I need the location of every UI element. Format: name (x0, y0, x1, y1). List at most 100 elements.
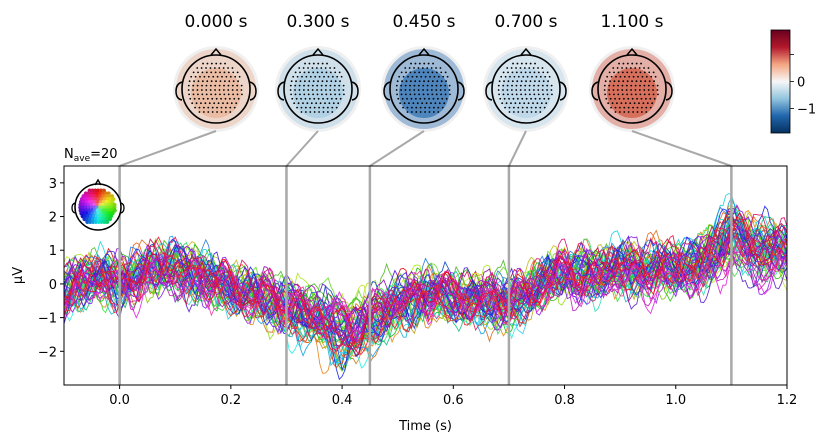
electrode-dot (413, 84, 416, 87)
electrode-dot (424, 75, 427, 78)
electrode-dot (415, 111, 418, 113)
electrode-dot (233, 97, 236, 100)
electrode-dot (648, 80, 651, 83)
electrode-dot (653, 97, 656, 100)
electrode-dot (206, 62, 209, 65)
electrode-dot (335, 97, 338, 100)
electrode-dot (613, 93, 615, 96)
electrode-dot (187, 84, 190, 87)
electrode-dot (188, 93, 191, 96)
electrode-dot (227, 67, 229, 69)
electrode-dot (648, 71, 651, 74)
electrode-dot (223, 84, 225, 87)
y-tick-label: −1 (38, 312, 57, 327)
electrode-dot (211, 111, 214, 113)
electrode-dot (209, 67, 212, 69)
electrode-dot (412, 102, 415, 105)
electrode-dot (520, 93, 523, 96)
electrode-dot (327, 75, 330, 78)
electrode-dot (501, 102, 504, 105)
electrode-dot (518, 102, 521, 105)
electrode-dot (618, 62, 620, 65)
electrode-dot (426, 67, 429, 69)
right-ear (665, 81, 673, 101)
electrode-dot (620, 102, 623, 105)
electrode-dot (396, 80, 399, 83)
electrode-dot (503, 80, 505, 83)
electrode-dot (413, 89, 416, 91)
electrode-dot (308, 80, 311, 83)
electrode-dot (222, 89, 225, 91)
electrode-dot (641, 75, 644, 78)
electrode-dot (320, 84, 323, 87)
electrode-dot (508, 97, 510, 100)
electrode-dot (646, 102, 649, 105)
electrode-dot (322, 106, 325, 109)
electrode-dot (401, 80, 403, 83)
electrode-dot (209, 89, 212, 91)
electrode-dot (524, 84, 527, 87)
electrode-dot (210, 93, 213, 96)
electrode-dot (543, 97, 546, 100)
electrode-dot (517, 111, 520, 113)
electrode-dot (401, 97, 404, 100)
electrode-dot (547, 97, 550, 100)
left-ear (383, 81, 391, 101)
electrode-dot (218, 67, 221, 69)
electrode-dot (314, 75, 317, 78)
electrode-dot (635, 62, 638, 65)
electrode-dot (400, 93, 403, 96)
electrode-dot (539, 106, 542, 109)
electrode-dot (300, 106, 303, 109)
electrode-dot (192, 89, 194, 91)
electrode-dot (199, 75, 201, 78)
electrode-dot (419, 97, 422, 100)
head-outline (597, 54, 667, 124)
electrode-dot (304, 97, 307, 100)
electrode-dot (430, 67, 433, 69)
electrode-dot (303, 80, 306, 83)
electrode-dot (529, 93, 531, 96)
electrode-dot (231, 89, 234, 91)
electrode-dot (502, 93, 505, 96)
electrode-dot (318, 111, 320, 113)
layout-nose (94, 178, 102, 186)
electrode-dot (512, 97, 515, 100)
electrode-dot (192, 71, 195, 74)
electrode-dot (321, 71, 323, 74)
electrode-dot (546, 89, 548, 91)
topomap-core (501, 68, 551, 118)
electrode-dot (419, 106, 422, 109)
electrode-dot (296, 106, 298, 109)
electrode-dot (632, 106, 634, 109)
electrode-dot (634, 84, 637, 87)
electrode-dot (408, 89, 411, 91)
electrode-dot (417, 84, 420, 87)
electrode-dot (324, 89, 327, 91)
electrode-dot (406, 106, 409, 109)
electrode-dot (428, 111, 431, 113)
electrode-dot (218, 84, 221, 87)
layout-sensor-dot (105, 219, 110, 224)
left-ear (591, 81, 599, 101)
electrode-dot (626, 80, 629, 83)
electrode-dot (437, 75, 440, 78)
y-tick-label: 1 (49, 244, 57, 259)
electrode-dot (303, 71, 306, 74)
electrode-dot (604, 93, 607, 96)
electrode-dot (507, 80, 510, 83)
electrode-dot (232, 93, 235, 96)
electrode-dot (528, 84, 531, 87)
electrode-dot (533, 80, 536, 83)
x-tick-label: 0.4 (332, 393, 353, 408)
topomap: 0.450 s (381, 12, 467, 132)
electrode-dot (205, 93, 208, 96)
electrode-dot (444, 71, 447, 74)
electrode-dot (197, 80, 200, 83)
electrode-dot (227, 84, 230, 87)
electrode-dot (319, 102, 322, 105)
electrode-dot (613, 71, 615, 74)
electrode-dot (309, 75, 312, 78)
electrode-dot (402, 106, 404, 109)
electrode-dot (294, 89, 296, 91)
